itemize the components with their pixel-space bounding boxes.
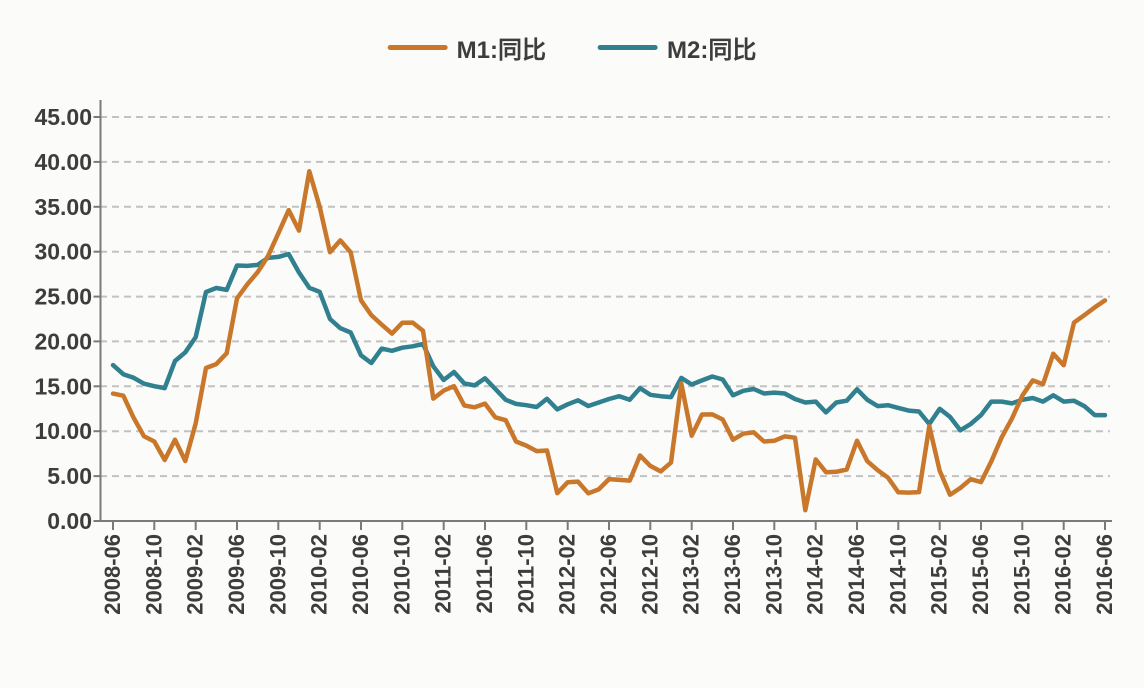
x-axis-tick-label: 2014-10 — [885, 534, 910, 615]
m2-line-swatch-icon — [598, 45, 658, 50]
y-axis-tick-label: 10.00 — [34, 418, 92, 444]
x-axis-tick-label: 2012-02 — [555, 534, 580, 615]
x-axis-tick-label: 2014-02 — [803, 534, 828, 615]
x-axis-tick-label: 2016-02 — [1051, 534, 1076, 615]
x-axis-tick-label: 2015-10 — [1009, 534, 1034, 615]
x-axis-tick-label: 2013-02 — [679, 534, 704, 615]
x-axis-tick-label: 2012-10 — [637, 534, 662, 615]
x-axis-tick-label: 2010-10 — [389, 534, 414, 615]
x-axis-tick-label: 2016-06 — [1092, 534, 1117, 615]
x-axis-tick-label: 2013-10 — [761, 534, 786, 615]
m1-yoy-series-line — [110, 168, 1108, 513]
m2-yoy-series-line — [110, 251, 1108, 433]
y-axis-tick-label: 45.00 — [34, 104, 92, 130]
y-axis-tick-label: 0.00 — [47, 508, 92, 534]
y-axis-tick-label: 35.00 — [34, 194, 92, 220]
legend-item-m1: M1:同比 — [387, 30, 546, 65]
x-axis-tick-label: 2013-06 — [720, 534, 745, 615]
y-axis-tick-label: 15.00 — [34, 373, 92, 399]
x-axis-tick-label: 2011-06 — [472, 534, 497, 614]
legend-item-m2: M2:同比 — [598, 30, 756, 65]
y-axis-tick-label: 5.00 — [47, 463, 92, 489]
x-axis-tick-label: 2009-02 — [183, 534, 208, 615]
x-axis-tick-label: 2015-06 — [968, 534, 993, 615]
x-axis-tick-label: 2014-06 — [844, 534, 869, 615]
x-axis-tick-label: 2009-10 — [265, 534, 290, 615]
y-axis-tick-label: 30.00 — [34, 239, 92, 265]
m1-line-swatch-icon — [387, 45, 448, 50]
x-axis-tick-label: 2012-06 — [596, 534, 621, 615]
x-axis-tick-label: 2011-02 — [431, 534, 456, 614]
y-axis-tick-label: 20.00 — [34, 328, 92, 354]
x-axis-tick-label: 2008-10 — [141, 534, 166, 615]
chart-legend: M1:同比 M2:同比 — [387, 30, 756, 65]
x-axis-tick-label: 2009-06 — [224, 534, 249, 615]
y-axis-tick-label: 25.00 — [34, 284, 92, 310]
legend-label-m1: M1:同比 — [456, 37, 546, 64]
x-axis-tick-label: 2010-02 — [307, 534, 332, 615]
x-axis-tick-label: 2011-10 — [513, 534, 538, 614]
x-axis-tick-label: 2015-02 — [927, 534, 952, 615]
x-axis-tick-label: 2010-06 — [348, 534, 373, 615]
legend-label-m2: M2:同比 — [667, 37, 757, 64]
x-axis-tick-label: 2008-06 — [100, 534, 125, 615]
y-axis-tick-label: 40.00 — [34, 149, 92, 175]
